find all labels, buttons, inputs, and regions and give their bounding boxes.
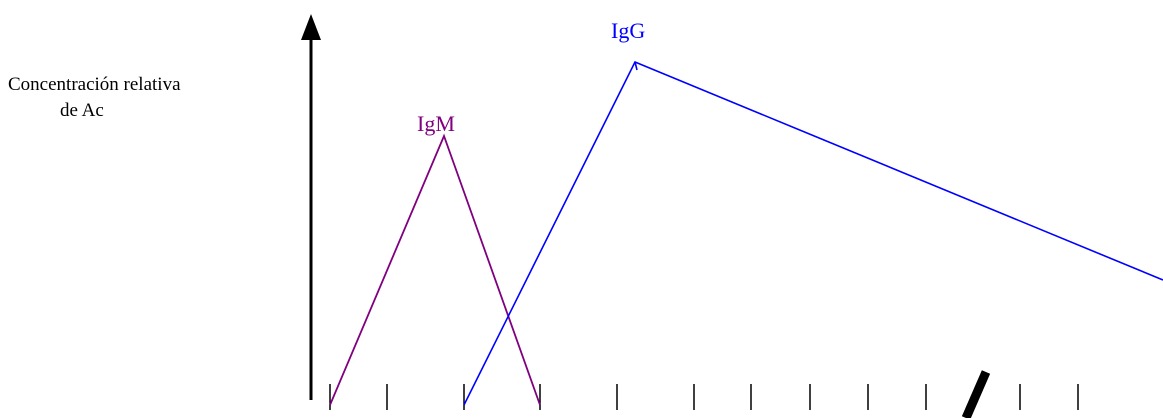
- x-axis-ticks: [329, 384, 1079, 410]
- axis-break-mark: [961, 370, 991, 418]
- y-axis-arrowhead: [301, 14, 321, 40]
- igm-label: IgM: [417, 111, 455, 136]
- y-axis-label-line1: Concentración relativa: [8, 74, 181, 95]
- y-axis-label: Concentración relativa de Ac: [8, 72, 268, 124]
- y-axis-label-line2: de Ac: [60, 100, 104, 121]
- igg-curve: [463, 60, 1163, 406]
- igm-curve: [329, 133, 541, 406]
- igg-label: IgG: [611, 18, 645, 43]
- igg-peak-cap: [634, 61, 638, 71]
